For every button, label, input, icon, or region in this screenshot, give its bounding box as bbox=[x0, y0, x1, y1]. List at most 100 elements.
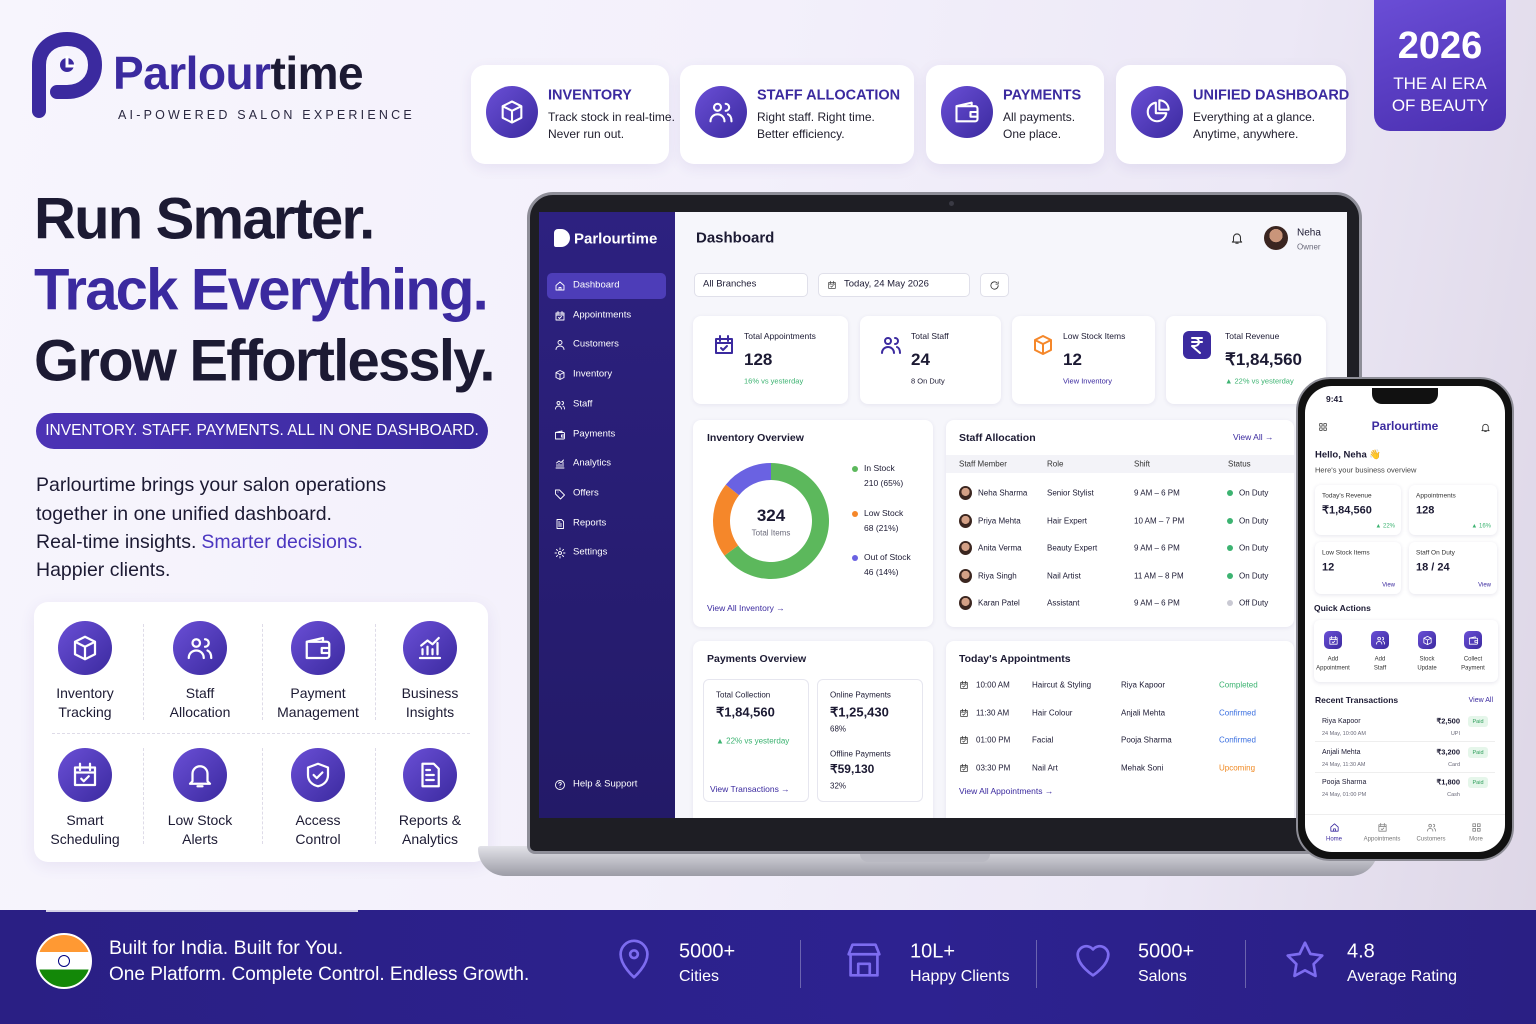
nav-item[interactable]: Dashboard bbox=[573, 279, 620, 291]
nav-item[interactable]: Analytics bbox=[573, 457, 612, 469]
paid-badge bbox=[1468, 716, 1488, 727]
footer-line: Built for India. Built for You. bbox=[109, 936, 344, 959]
quick-label[interactable]: Add bbox=[1374, 656, 1386, 663]
stat-note[interactable]: View bbox=[1478, 582, 1491, 589]
nav-item[interactable]: Appointments bbox=[573, 309, 632, 321]
txn-name: Pooja Sharma bbox=[1322, 778, 1367, 786]
nav-item[interactable]: Customers bbox=[573, 338, 619, 350]
appointment-status: Completed bbox=[1219, 680, 1258, 690]
sidebar-brand: Parlourtime bbox=[574, 230, 658, 248]
kpi-label: Total Revenue bbox=[1225, 331, 1280, 342]
filter[interactable] bbox=[818, 273, 970, 297]
staff-role: Hair Expert bbox=[1047, 516, 1088, 525]
status-time: 9:41 bbox=[1326, 394, 1344, 405]
nav-item[interactable]: Payments bbox=[573, 428, 616, 440]
appointment-service: Hair Colour bbox=[1032, 707, 1073, 717]
appointment-client: Pooja Sharma bbox=[1121, 735, 1172, 745]
payment-label: Total Collection bbox=[716, 690, 771, 700]
feature-text: Track stock in real-time. bbox=[548, 110, 675, 125]
tag-icon bbox=[555, 489, 565, 500]
stat-label: Staff On Duty bbox=[1416, 549, 1455, 557]
appointment-status: Confirmed bbox=[1219, 707, 1256, 717]
cal-icon bbox=[960, 763, 968, 772]
link[interactable]: View All Appointments → bbox=[959, 786, 1054, 797]
cal-icon bbox=[555, 310, 565, 321]
staff-shift: 11 AM – 8 PM bbox=[1134, 571, 1184, 581]
quick-icon-bg[interactable] bbox=[1464, 631, 1482, 649]
capability-label: Business bbox=[401, 684, 459, 701]
kpi-note[interactable]: View Inventory bbox=[1063, 376, 1113, 386]
laptop-notch bbox=[860, 852, 990, 862]
staff-name: Karan Patel bbox=[978, 598, 1020, 608]
stat-label: Cities bbox=[679, 967, 720, 985]
tab-label[interactable]: Appointments bbox=[1363, 836, 1401, 843]
nav-active bbox=[547, 273, 666, 299]
column-header: Status bbox=[1228, 459, 1251, 469]
footer-rule bbox=[46, 910, 358, 912]
staff-shift: 9 AM – 6 PM bbox=[1134, 543, 1180, 553]
bell-icon bbox=[188, 765, 212, 788]
capability-label: Alerts bbox=[182, 830, 218, 847]
nav-item[interactable]: Settings bbox=[573, 546, 608, 558]
refresh-button[interactable] bbox=[980, 273, 1009, 297]
tab-label[interactable]: Home bbox=[1325, 836, 1343, 843]
report-icon bbox=[556, 518, 564, 529]
quick-label[interactable]: Update bbox=[1417, 665, 1437, 672]
filter-label[interactable]: All Branches bbox=[703, 278, 757, 290]
logo-mini bbox=[554, 229, 570, 247]
appointment-time: 01:00 PM bbox=[976, 735, 1011, 745]
kpi-label: Total Staff bbox=[911, 331, 949, 342]
icon-badge bbox=[941, 86, 993, 138]
nav-item[interactable]: Offers bbox=[573, 487, 599, 499]
feature-text: Right staff. Right time. bbox=[757, 110, 875, 125]
cal-icon bbox=[960, 680, 968, 689]
star-icon bbox=[1286, 941, 1324, 978]
stat-note: ▲ 16% bbox=[1471, 523, 1491, 530]
box-icon bbox=[1034, 335, 1052, 355]
people-icon bbox=[881, 337, 901, 354]
stat-note: ▲ 22% bbox=[1375, 523, 1395, 530]
headline-line: Track Everything. bbox=[34, 257, 489, 323]
tab-label[interactable]: More bbox=[1469, 836, 1483, 843]
feature-title: UNIFIED DASHBOARD bbox=[1193, 87, 1350, 104]
stat-note[interactable]: View bbox=[1382, 582, 1395, 589]
tab-label[interactable]: Customers bbox=[1416, 836, 1446, 843]
capability-label: Insights bbox=[405, 703, 455, 720]
chart-icon bbox=[418, 636, 442, 660]
bell-icon bbox=[1480, 423, 1490, 432]
nav-item[interactable]: Reports bbox=[573, 517, 607, 529]
staff-shift: 10 AM – 7 PM bbox=[1134, 516, 1185, 525]
appointment-status: Upcoming bbox=[1219, 762, 1256, 772]
camera bbox=[949, 201, 954, 206]
greeting: Hello, Neha 👋 bbox=[1315, 449, 1382, 461]
nav-item[interactable]: Inventory bbox=[573, 368, 613, 380]
quick-icon-bg[interactable] bbox=[1371, 631, 1389, 649]
link[interactable]: View All bbox=[1468, 696, 1493, 704]
staff-role: Senior Stylist bbox=[1047, 488, 1094, 498]
payment-change: ▲ 22% vs yesterday bbox=[716, 736, 790, 746]
quick-label[interactable]: Appointment bbox=[1316, 665, 1350, 672]
quick-label[interactable]: Stock bbox=[1419, 656, 1435, 663]
staff-avatar bbox=[959, 596, 972, 611]
filter[interactable] bbox=[694, 273, 808, 297]
kpi-value: 24 bbox=[911, 350, 930, 370]
link[interactable]: View All Inventory → bbox=[707, 603, 785, 614]
staff-status: On Duty bbox=[1239, 571, 1269, 581]
divider bbox=[262, 748, 263, 844]
link[interactable]: View Transactions → bbox=[710, 784, 790, 795]
capability-label: Access bbox=[295, 811, 341, 828]
quick-label[interactable]: Add bbox=[1327, 656, 1339, 663]
staff-role: Beauty Expert bbox=[1047, 543, 1098, 553]
nav-item[interactable]: Staff bbox=[573, 398, 593, 410]
donut-total-label: Total Items bbox=[751, 528, 791, 538]
nav-item[interactable]: Help & Support bbox=[573, 778, 638, 790]
quick-icon-bg[interactable] bbox=[1324, 631, 1342, 649]
link[interactable]: View All → bbox=[1233, 432, 1274, 443]
quick-label[interactable]: Payment bbox=[1461, 665, 1485, 672]
stat-label: Low Stock Items bbox=[1322, 549, 1370, 557]
quick-label[interactable]: Collect bbox=[1463, 656, 1483, 663]
filter-label[interactable]: Today, 24 May 2026 bbox=[844, 278, 929, 290]
divider bbox=[1315, 771, 1495, 773]
payment-box bbox=[817, 679, 923, 802]
quick-label[interactable]: Staff bbox=[1373, 665, 1387, 672]
